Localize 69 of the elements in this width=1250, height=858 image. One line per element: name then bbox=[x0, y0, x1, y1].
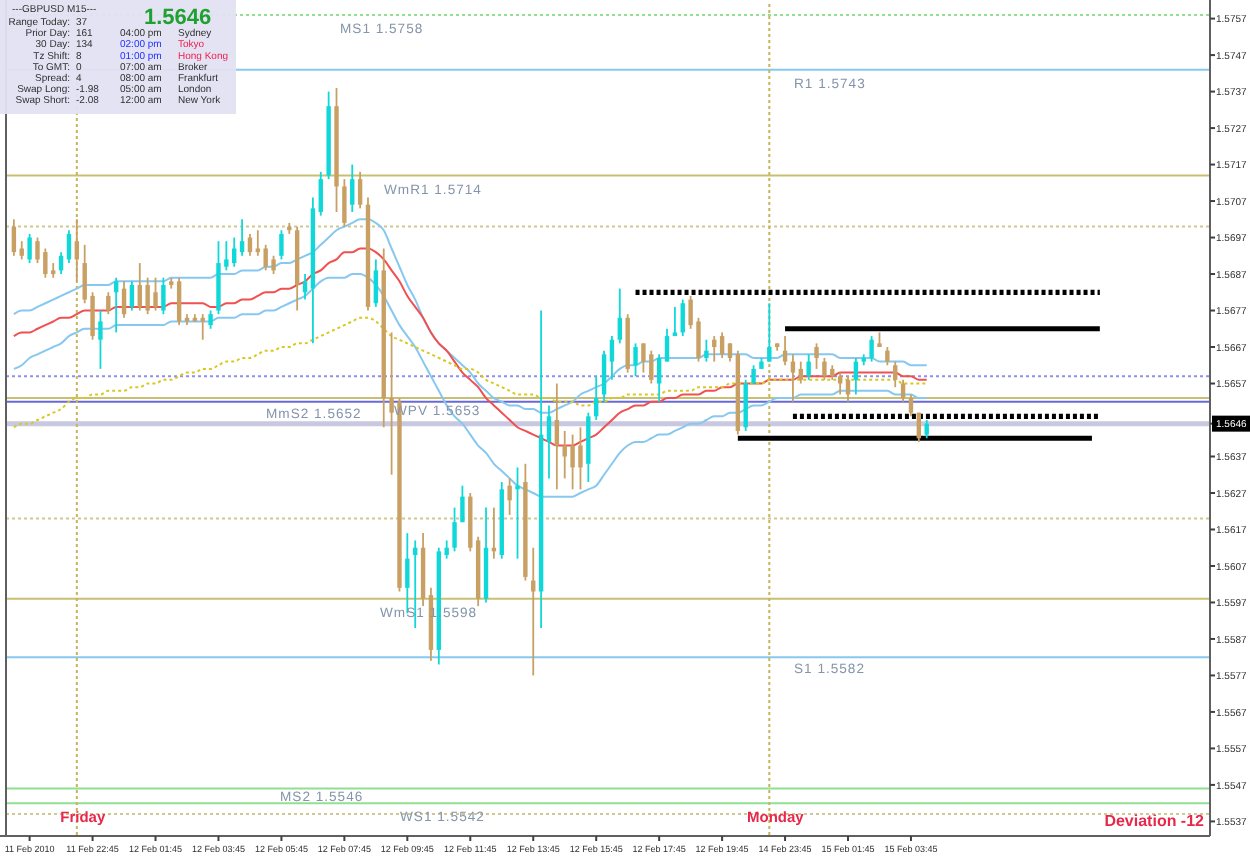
candlestick bbox=[546, 404, 552, 480]
candlestick bbox=[161, 276, 166, 316]
candlestick bbox=[452, 506, 457, 553]
candlestick bbox=[751, 364, 756, 385]
candlestick bbox=[908, 393, 914, 418]
candlestick bbox=[271, 254, 276, 275]
annotation: Deviation -12 bbox=[1104, 812, 1206, 830]
candlestick bbox=[656, 353, 662, 403]
candlestick bbox=[586, 411, 591, 483]
candlestick bbox=[302, 273, 308, 301]
candlestick bbox=[129, 280, 135, 312]
candlestick bbox=[74, 218, 80, 283]
candlestick bbox=[342, 178, 347, 228]
candlestick bbox=[43, 247, 48, 279]
candlestick bbox=[672, 305, 678, 337]
candlestick bbox=[822, 357, 827, 381]
line-series bbox=[12, 316, 928, 429]
candlestick bbox=[578, 426, 583, 491]
candlestick bbox=[216, 240, 221, 316]
candlestick bbox=[594, 375, 599, 421]
candlestick bbox=[153, 276, 158, 312]
candlestick bbox=[798, 360, 803, 385]
line-series bbox=[12, 273, 928, 498]
candlestick bbox=[664, 327, 670, 363]
candlestick bbox=[893, 360, 898, 389]
candlestick bbox=[19, 240, 24, 261]
candlestick bbox=[727, 342, 733, 363]
candlestick bbox=[617, 287, 622, 345]
candlestick bbox=[649, 349, 654, 385]
candlestick bbox=[782, 335, 788, 367]
candlestick bbox=[924, 419, 929, 440]
candlestick bbox=[318, 170, 323, 217]
candlestick bbox=[137, 262, 142, 312]
candlestick bbox=[609, 335, 615, 381]
candlestick bbox=[837, 371, 843, 396]
candlestick bbox=[373, 258, 379, 308]
annotation: 1.5646 bbox=[144, 6, 212, 30]
candlestick bbox=[704, 338, 709, 363]
candlestick bbox=[790, 353, 796, 403]
candlestick bbox=[113, 276, 119, 334]
candlestick bbox=[554, 382, 560, 491]
candlestick bbox=[531, 546, 536, 677]
candlestick bbox=[767, 302, 772, 363]
candlestick bbox=[869, 335, 874, 363]
candlestick bbox=[279, 229, 284, 261]
candlestick bbox=[357, 170, 363, 210]
candlestick bbox=[680, 298, 685, 337]
candlestick bbox=[814, 342, 819, 370]
candlestick bbox=[806, 353, 811, 381]
candlestick bbox=[106, 291, 111, 316]
candlestick bbox=[515, 466, 520, 560]
candlestick bbox=[350, 163, 355, 213]
candlestick bbox=[208, 309, 213, 330]
candlestick bbox=[98, 309, 103, 370]
candlestick bbox=[239, 218, 245, 257]
candlestick bbox=[263, 243, 268, 272]
candlestick bbox=[719, 331, 725, 359]
candlestick bbox=[145, 276, 150, 316]
candlestick bbox=[27, 232, 32, 264]
candlestick bbox=[633, 342, 638, 378]
candlestick bbox=[853, 357, 859, 396]
candlestick bbox=[570, 433, 575, 491]
candlestick bbox=[885, 346, 890, 367]
candlestick bbox=[641, 342, 646, 374]
candlestick bbox=[507, 477, 512, 516]
candlestick bbox=[176, 276, 182, 327]
candlestick bbox=[601, 349, 607, 403]
candlestick bbox=[460, 484, 465, 524]
candlestick bbox=[232, 236, 237, 268]
